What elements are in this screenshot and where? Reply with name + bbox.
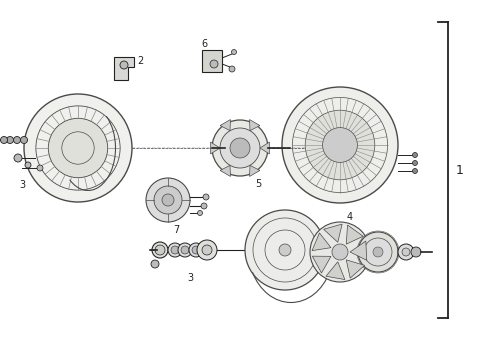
Polygon shape [220,120,230,131]
Circle shape [197,211,202,216]
Text: 3: 3 [187,273,193,283]
Circle shape [181,246,189,254]
Circle shape [212,120,268,176]
Text: 2: 2 [137,56,143,66]
Circle shape [332,244,348,260]
Circle shape [14,136,21,144]
Circle shape [411,247,421,257]
Circle shape [162,194,174,206]
Polygon shape [312,256,331,273]
Polygon shape [114,57,134,80]
Polygon shape [312,233,331,251]
Circle shape [201,203,207,209]
Circle shape [24,94,132,202]
Circle shape [6,136,14,144]
Circle shape [230,138,250,158]
Circle shape [231,50,237,54]
Circle shape [398,244,414,260]
Circle shape [229,66,235,72]
Circle shape [37,165,43,171]
Circle shape [413,168,417,174]
Circle shape [192,246,200,254]
Circle shape [178,243,192,257]
Text: 3: 3 [19,180,25,190]
Circle shape [245,210,325,290]
Text: 1: 1 [456,163,464,176]
Circle shape [305,110,375,180]
Text: 4: 4 [347,212,353,222]
Polygon shape [260,142,270,154]
Polygon shape [211,142,220,154]
Circle shape [189,243,203,257]
Circle shape [120,61,128,69]
Circle shape [322,127,357,162]
Circle shape [413,161,417,166]
Circle shape [155,245,165,255]
Circle shape [402,248,410,256]
Circle shape [49,118,108,178]
Circle shape [151,260,159,268]
Circle shape [154,186,182,214]
Circle shape [279,244,291,256]
Circle shape [220,128,260,168]
Circle shape [25,162,31,168]
Circle shape [210,60,218,68]
Polygon shape [346,225,363,244]
Circle shape [358,232,398,272]
Circle shape [197,240,217,260]
Circle shape [21,136,27,144]
Polygon shape [202,50,222,72]
Circle shape [14,154,22,162]
Polygon shape [323,224,342,242]
Polygon shape [249,165,260,176]
Text: 6: 6 [201,39,207,49]
Circle shape [171,246,179,254]
Circle shape [202,245,212,255]
Polygon shape [350,241,367,260]
Circle shape [413,153,417,158]
Polygon shape [249,120,260,131]
Circle shape [152,242,168,258]
Circle shape [364,238,392,266]
Circle shape [373,247,383,257]
Text: 5: 5 [255,179,261,189]
Circle shape [310,222,370,282]
Text: 7: 7 [173,225,179,235]
Polygon shape [220,165,230,176]
Circle shape [146,178,190,222]
Polygon shape [346,260,365,278]
Circle shape [0,136,7,144]
Circle shape [168,243,182,257]
Polygon shape [326,262,345,280]
Circle shape [282,87,398,203]
Circle shape [203,194,209,200]
